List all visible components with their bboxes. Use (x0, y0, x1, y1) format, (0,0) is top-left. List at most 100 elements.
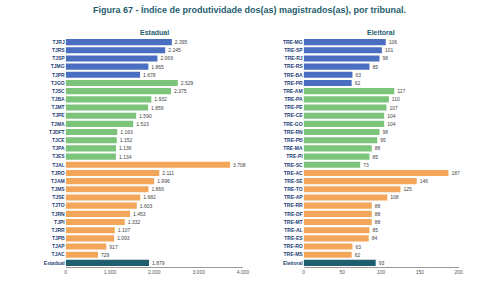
svg-text:TRE-ES: TRE-ES (284, 235, 303, 241)
svg-text:88: 88 (375, 211, 381, 217)
svg-text:1.879: 1.879 (152, 260, 165, 266)
svg-text:85: 85 (372, 154, 378, 160)
svg-text:TJMS: TJMS (51, 186, 65, 192)
svg-text:Figura 67 - Índice de produtiv: Figura 67 - Índice de produtividade dos(… (93, 5, 406, 15)
svg-text:TRE-DF: TRE-DF (284, 211, 302, 217)
svg-text:TJSC: TJSC (52, 88, 65, 94)
svg-text:TRE-GO: TRE-GO (283, 121, 303, 127)
svg-text:1.590: 1.590 (139, 113, 152, 119)
svg-text:88: 88 (375, 203, 381, 209)
svg-text:TJRJ: TJRJ (52, 39, 64, 45)
svg-text:TRE-PR: TRE-PR (284, 80, 303, 86)
svg-text:187: 187 (451, 170, 460, 176)
svg-text:TRE-RS: TRE-RS (284, 63, 303, 69)
svg-text:88: 88 (375, 145, 381, 151)
svg-text:50: 50 (340, 269, 346, 275)
svg-text:2.245: 2.245 (168, 47, 181, 53)
svg-text:2.069: 2.069 (160, 55, 173, 61)
svg-text:62: 62 (355, 80, 361, 86)
svg-text:107: 107 (390, 105, 399, 111)
svg-text:2.395: 2.395 (175, 39, 188, 45)
svg-text:3.000: 3.000 (192, 269, 205, 275)
svg-text:100: 100 (377, 269, 386, 275)
svg-text:4.000: 4.000 (237, 269, 250, 275)
svg-text:62: 62 (355, 252, 361, 258)
svg-text:TRE-SP: TRE-SP (284, 47, 303, 53)
svg-text:TJRN: TJRN (52, 211, 65, 217)
svg-text:117: 117 (397, 88, 405, 94)
svg-text:TRE-MS: TRE-MS (283, 251, 303, 257)
svg-text:63: 63 (355, 244, 361, 250)
svg-text:TJSE: TJSE (52, 194, 65, 200)
svg-text:Estadual: Estadual (44, 260, 65, 266)
svg-text:TRE-TO: TRE-TO (284, 186, 303, 192)
svg-text:98: 98 (383, 55, 389, 61)
svg-text:2.375: 2.375 (174, 88, 187, 94)
svg-text:1.152: 1.152 (120, 137, 133, 143)
svg-text:TJBA: TJBA (52, 96, 65, 102)
svg-text:93: 93 (379, 260, 385, 266)
svg-text:TJES: TJES (52, 153, 65, 159)
svg-text:TJRR: TJRR (52, 227, 65, 233)
svg-text:101: 101 (385, 47, 394, 53)
svg-text:1.866: 1.866 (151, 186, 164, 192)
svg-text:63: 63 (355, 72, 361, 78)
svg-text:TJAC: TJAC (52, 251, 65, 257)
svg-text:TRE-CE: TRE-CE (284, 112, 303, 118)
svg-text:Eleitoral: Eleitoral (367, 29, 395, 36)
svg-text:TJCE: TJCE (52, 137, 65, 143)
svg-text:104: 104 (387, 113, 396, 119)
svg-text:729: 729 (101, 252, 110, 258)
svg-text:104: 104 (387, 121, 396, 127)
svg-text:1.859: 1.859 (151, 105, 164, 111)
svg-text:3.708: 3.708 (233, 162, 246, 168)
svg-text:TJRS: TJRS (52, 47, 65, 53)
svg-text:TJAM: TJAM (51, 178, 65, 184)
svg-text:TRE-BA: TRE-BA (284, 72, 303, 78)
svg-text:1.996: 1.996 (157, 178, 170, 184)
svg-text:TJMG: TJMG (51, 63, 65, 69)
svg-text:TJTO: TJTO (52, 202, 65, 208)
svg-text:TRE-RN: TRE-RN (284, 129, 303, 135)
svg-text:200: 200 (454, 269, 463, 275)
svg-text:85: 85 (372, 227, 378, 233)
svg-text:Eleitoral: Eleitoral (283, 260, 303, 266)
svg-text:150: 150 (416, 269, 425, 275)
svg-text:TJPE: TJPE (52, 112, 65, 118)
svg-text:TJPI: TJPI (54, 219, 65, 225)
svg-text:TRE-SC: TRE-SC (284, 162, 303, 168)
svg-text:1.134: 1.134 (119, 154, 132, 160)
svg-text:TJAP: TJAP (52, 243, 65, 249)
svg-text:1.093: 1.093 (117, 235, 130, 241)
svg-text:2.529: 2.529 (181, 80, 194, 86)
svg-text:2.000: 2.000 (148, 269, 161, 275)
svg-text:TJDFT: TJDFT (49, 129, 65, 135)
svg-text:TRE-AL: TRE-AL (284, 227, 302, 233)
svg-text:1.678: 1.678 (143, 72, 156, 78)
svg-text:1.332: 1.332 (128, 219, 141, 225)
svg-text:TJRO: TJRO (51, 170, 64, 176)
svg-text:95: 95 (380, 137, 386, 143)
svg-text:TJSP: TJSP (52, 55, 65, 61)
svg-text:0: 0 (302, 269, 305, 275)
svg-text:TRE-AM: TRE-AM (283, 88, 302, 94)
svg-text:TRE-PB: TRE-PB (284, 137, 303, 143)
svg-text:TRE-MA: TRE-MA (283, 145, 303, 151)
svg-text:88: 88 (375, 219, 381, 225)
svg-text:1.453: 1.453 (133, 211, 146, 217)
svg-text:TRE-AP: TRE-AP (284, 194, 303, 200)
svg-text:2.111: 2.111 (162, 170, 174, 176)
svg-text:TRE-PA: TRE-PA (284, 96, 303, 102)
svg-text:Estadual: Estadual (140, 29, 169, 36)
svg-text:TRE-RJ: TRE-RJ (285, 55, 303, 61)
svg-text:TJPA: TJPA (52, 145, 65, 151)
svg-text:TRE-RO: TRE-RO (283, 243, 302, 249)
svg-text:1.682: 1.682 (143, 194, 156, 200)
svg-text:110: 110 (392, 96, 400, 102)
svg-text:85: 85 (372, 64, 378, 70)
svg-text:108: 108 (390, 194, 399, 200)
svg-text:1.523: 1.523 (136, 121, 149, 127)
svg-text:1.932: 1.932 (154, 96, 167, 102)
svg-text:73: 73 (363, 162, 369, 168)
svg-text:917: 917 (109, 244, 118, 250)
